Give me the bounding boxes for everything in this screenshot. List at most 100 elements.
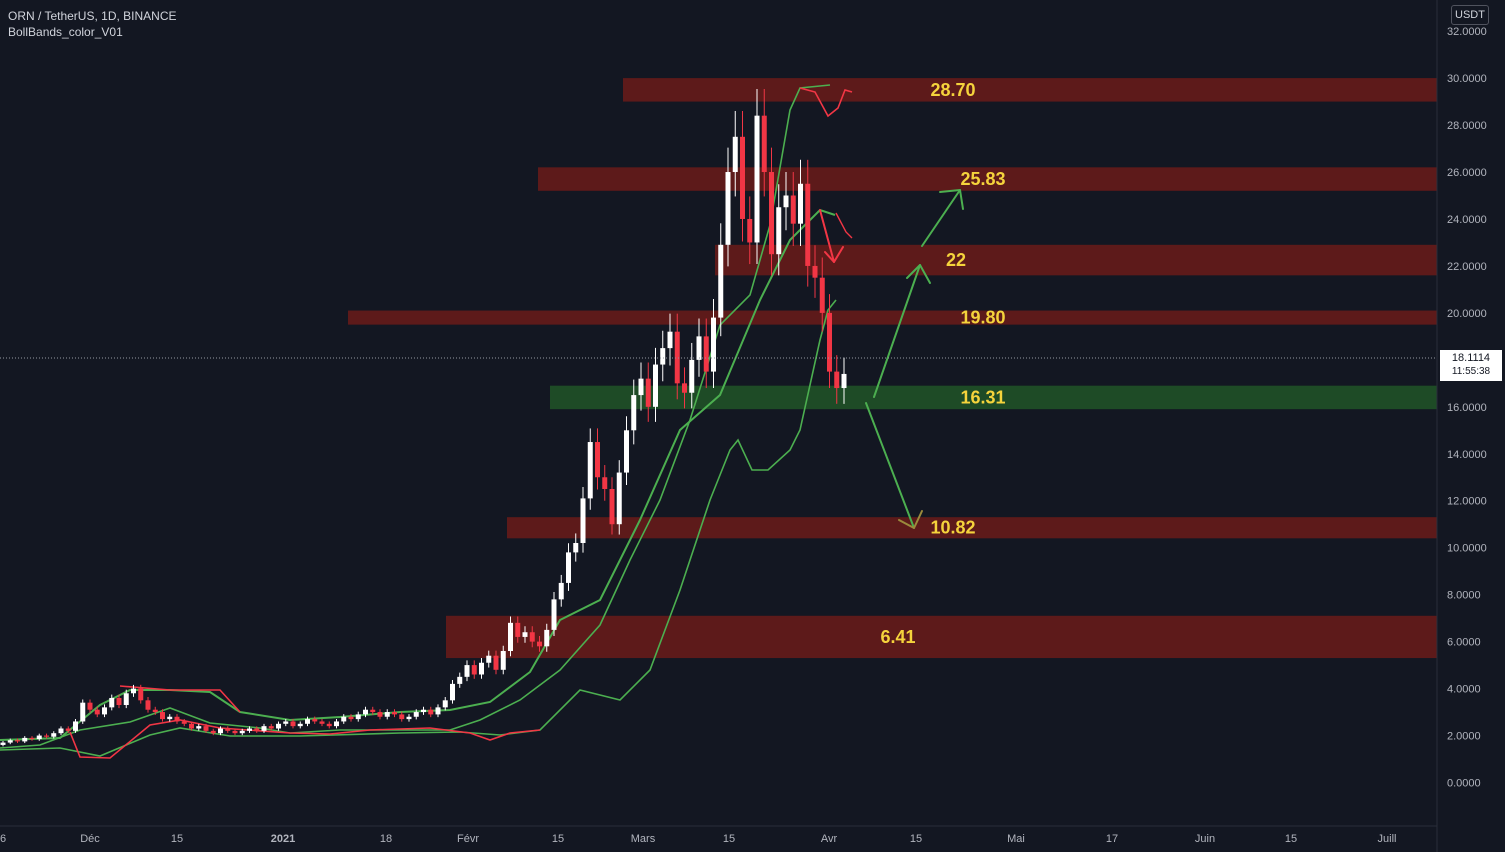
y-tick-label: 6.0000 — [1447, 637, 1481, 649]
candle-body — [783, 195, 789, 208]
y-tick-label: 24.0000 — [1447, 214, 1487, 226]
y-tick-label: 12.0000 — [1447, 496, 1487, 508]
candle-body — [232, 730, 238, 734]
candle-body — [36, 735, 42, 740]
candle-body — [225, 728, 231, 731]
level-zone — [446, 615, 1437, 659]
candle-body — [732, 136, 738, 173]
candle-body — [457, 676, 463, 684]
candle-body — [580, 498, 586, 544]
candle-body — [283, 721, 289, 724]
candle-body — [711, 317, 716, 372]
candle-body — [65, 728, 71, 731]
candle-body — [558, 582, 564, 600]
candle-body — [406, 716, 412, 720]
candle-body — [508, 622, 513, 652]
symbol-title[interactable]: ORN / TetherUS, 1D, BINANCE — [8, 9, 177, 23]
candle-body — [210, 730, 216, 734]
x-tick-label: Mars — [631, 833, 656, 845]
currency-unit-button[interactable]: USDT — [1451, 5, 1489, 25]
arrow-to-22 — [873, 264, 921, 398]
candle-body — [790, 195, 796, 224]
candles — [0, 88, 847, 747]
candle-body — [529, 632, 535, 642]
candle-body — [616, 472, 622, 525]
candle-body — [631, 395, 637, 431]
candle-body — [667, 331, 673, 349]
level-label: 6.41 — [880, 627, 915, 647]
candle-body — [51, 733, 57, 737]
candle-body — [718, 244, 724, 318]
bearish-arrow-head — [824, 246, 844, 263]
arrow-head-22 — [906, 264, 931, 284]
candle-body — [725, 172, 731, 245]
lower-band-green — [0, 299, 837, 757]
candle-body — [377, 712, 383, 717]
upper-band-red-top — [799, 87, 853, 118]
candle-body — [392, 712, 397, 715]
candle-body — [87, 702, 93, 710]
candle-body — [290, 721, 296, 727]
level-zone — [348, 310, 1437, 325]
x-tick-label: 17 — [1106, 833, 1118, 845]
upper-band-green — [0, 84, 831, 749]
candle-body — [674, 331, 680, 384]
level-label: 28.70 — [930, 80, 975, 100]
level-zone — [538, 167, 1437, 191]
candle-body — [247, 728, 252, 731]
candle-body — [305, 719, 310, 724]
candle-body — [7, 740, 13, 743]
candle-body — [189, 723, 194, 729]
candle-body — [94, 709, 100, 715]
candle-body — [566, 552, 571, 583]
y-tick-label: 14.0000 — [1447, 449, 1487, 461]
price-axis: 0.0000 2.0000 4.0000 6.0000 8.0000 10.0000 12.… — [1447, 26, 1487, 789]
arrow-to-25 — [921, 189, 961, 247]
y-tick-label: 26.0000 — [1447, 167, 1487, 179]
level-labels: 28.70 25.83 22 19.80 16.31 10.82 6.41 — [880, 80, 1005, 647]
candle-body — [522, 632, 528, 637]
candle-body — [261, 726, 267, 731]
candle-body — [326, 723, 332, 727]
candle-body — [102, 707, 107, 715]
level-zone — [623, 78, 1437, 102]
level-zone — [715, 244, 1437, 276]
candle-body — [181, 721, 187, 724]
candle-body — [450, 683, 455, 701]
candle-body — [442, 700, 448, 708]
x-tick-label: 15 — [171, 833, 183, 845]
candle-body — [348, 716, 354, 720]
candle-body — [254, 728, 260, 731]
candle-body — [297, 723, 303, 727]
last-price-value: 18.1114 — [1451, 352, 1491, 364]
candle-body — [413, 712, 419, 717]
candle-body — [334, 721, 339, 727]
bollinger-bands — [0, 84, 853, 759]
candle-body — [479, 662, 484, 675]
candle-body — [703, 336, 709, 372]
y-tick-label: 10.0000 — [1447, 543, 1487, 555]
candle-body — [819, 277, 825, 313]
time-axis: 6 Déc 15 2021 18 Févr 15 Mars 15 Avr 15 Mai 17 Juin 15… — [0, 833, 1396, 845]
candle-body — [239, 730, 245, 734]
x-tick-label: Avr — [821, 833, 838, 845]
candle-body — [493, 655, 499, 670]
y-tick-label: 20.0000 — [1447, 308, 1487, 320]
y-tick-label: 16.0000 — [1447, 402, 1487, 414]
candle-body — [776, 207, 782, 255]
level-label: 19.80 — [960, 308, 1005, 328]
x-tick-label: Févr — [457, 833, 479, 845]
x-tick-label: 15 — [723, 833, 735, 845]
candle-body — [145, 700, 151, 710]
level-zone — [550, 385, 1437, 410]
arrow-to-10 — [865, 402, 915, 529]
candle-body — [370, 709, 376, 713]
candle-body — [624, 430, 629, 473]
x-tick-label: Déc — [80, 833, 100, 845]
candle-body — [355, 714, 361, 720]
candle-body — [109, 697, 115, 708]
middle-band-red — [835, 212, 853, 239]
indicator-name[interactable]: BollBands_color_V01 — [8, 25, 123, 39]
candle-body — [268, 726, 274, 729]
